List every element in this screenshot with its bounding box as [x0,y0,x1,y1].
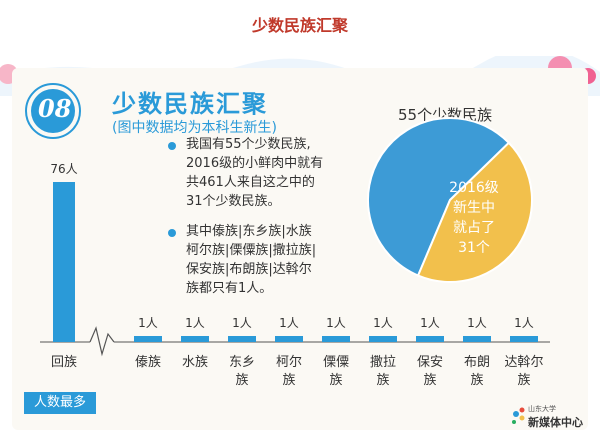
most-people-note: 人数最多 [24,392,96,414]
bullet-line: 31个少数民族。 [186,194,281,209]
bar-category-label-line: 水族 [181,355,208,370]
bar-value-label: 1人 [232,316,252,330]
bar-category-label-line: 撒拉 [369,355,396,370]
axis-break-mark [89,326,115,357]
bar-category-label-line: 回族 [50,355,77,370]
pie-center-line: 31个 [458,240,490,256]
section-subtitle: (图中数据均为本科生新生) [112,120,277,136]
bar [134,336,162,342]
bar-category-label: 达斡尔族 [499,354,549,390]
pie-slice [367,117,511,277]
bar-value-label: 1人 [326,316,346,330]
bar-category-label-line: 达斡尔 [504,355,544,370]
bar-value-label: 1人 [420,316,440,330]
bullet-dot [168,142,176,150]
bar-category-label: 布朗族 [452,354,502,390]
media-center-logo [512,407,525,424]
bullet-line: 其中傣族|东乡族|水族 [186,224,312,239]
bar-category-label: 傈僳族 [311,354,361,390]
bar-category-label-line: 族 [423,373,437,388]
bullet-line: 柯尔族|傈僳族|撒拉族| [186,243,317,258]
bar-category-label: 保安族 [405,354,455,390]
bar-value-label: 1人 [514,316,534,330]
bar-value-label: 1人 [373,316,393,330]
bar [181,336,209,342]
bullet-dot [168,229,176,237]
pie-center-line: 2016级 [449,180,499,196]
bullet-line: 我国有55个少数民族, [186,137,311,152]
badge-circle [25,83,81,139]
bar-category-label: 傣族 [123,354,173,372]
bar [322,336,350,342]
bar [416,336,444,342]
pie-center-line: 新生中 [453,200,495,216]
badge-number: 08 [38,94,72,123]
bar [463,336,491,342]
bar-value-label: 76人 [50,162,78,176]
bar-category-label-line: 族 [517,373,531,388]
bar-category-label: 回族 [39,354,89,372]
bar-category-label-line: 保安 [416,355,443,370]
bar-category-label-line: 族 [282,373,296,388]
bar-category-label: 撒拉族 [358,354,408,390]
bullet-line: 族都只有1人。 [186,281,273,296]
bar-category-label: 柯尔族 [264,354,314,390]
bullet-line: 保安族|布朗族|达斡尔 [186,262,312,277]
section-title: 少数民族汇聚 [112,90,268,118]
bar [275,336,303,342]
bullet-paragraph: 其中傣族|东乡族|水族 柯尔族|傈僳族|撒拉族| 保安族|布朗族|达斡尔 族都只… [186,222,316,298]
page-title: 少数民族汇聚 [251,16,348,35]
bar-category-label-line: 傈僳 [322,355,349,370]
bar-category-label-line: 东乡 [228,355,255,370]
bar-value-label: 1人 [279,316,299,330]
bar-category-label-line: 族 [376,373,390,388]
bullet-line: 共461人来自这之中的 [186,175,315,190]
bar [510,336,538,342]
bullet-paragraph: 我国有55个少数民族, 2016级的小鲜肉中就有 共461人来自这之中的 31个… [186,135,323,211]
pie-center-label: 2016级 新生中 就占了 31个 [434,178,514,258]
bar-category-label-line: 傣族 [134,355,161,370]
bar-category-label-line: 族 [329,373,343,388]
pie-slice [416,141,533,283]
bar [228,336,256,342]
logo-small-text: 山东大学 [528,405,556,413]
bullet-line: 2016级的小鲜肉中就有 [186,156,324,171]
logo-big-text: 新媒体中心 [528,416,583,429]
bar-category-label: 水族 [170,354,220,372]
bar-value-label: 1人 [138,316,158,330]
pie-center-line: 就占了 [453,220,495,236]
bar-category-label-line: 族 [235,373,249,388]
bar-category-label-line: 族 [470,373,484,388]
bar [369,336,397,342]
bar-value-label: 1人 [185,316,205,330]
bar-value-label: 1人 [467,316,487,330]
bar [53,182,75,342]
bar-category-label-line: 布朗 [463,355,490,370]
bar-category-label: 东乡族 [217,354,267,390]
bar-category-label-line: 柯尔 [275,355,302,370]
